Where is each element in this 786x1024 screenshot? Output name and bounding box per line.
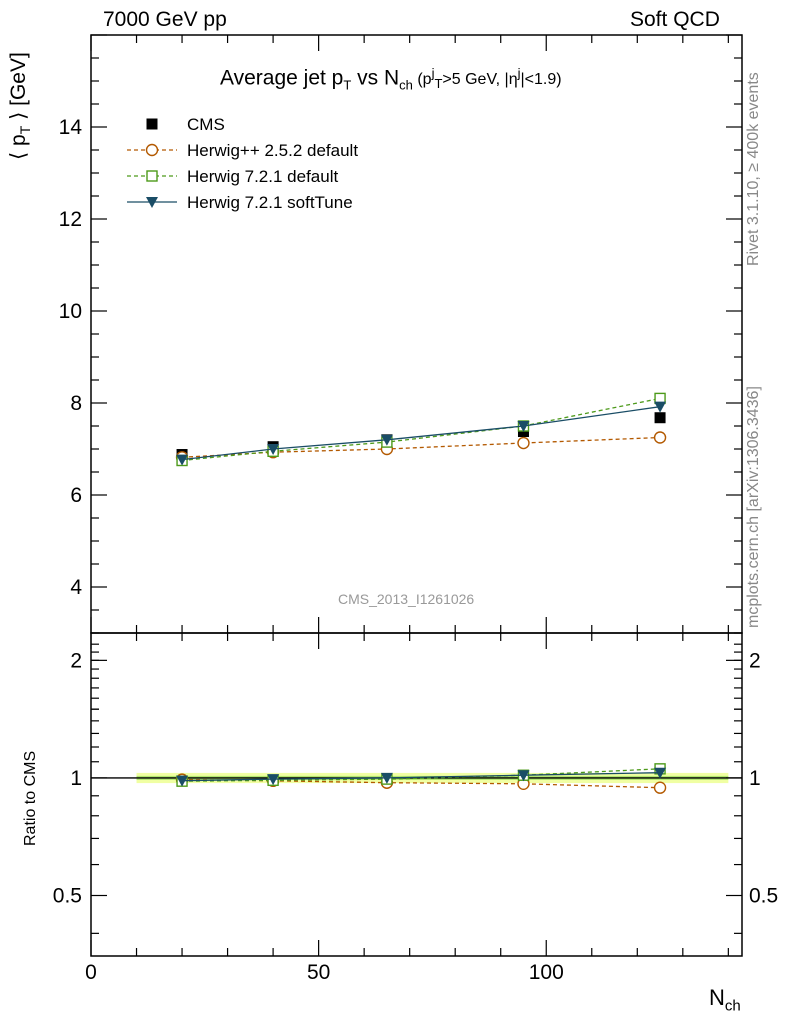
main-series-3-point-2: [380, 434, 393, 446]
x-tick-label: 50: [307, 961, 330, 984]
ratio-series-2-point-2: [380, 772, 393, 784]
ratio-series-2-point-1: [267, 774, 280, 786]
x-tick-label: 100: [529, 961, 564, 984]
legend-marker-3: [146, 197, 158, 208]
ratio-y-tick-label: 2: [70, 649, 82, 672]
main-y-tick-label: 12: [59, 208, 82, 231]
main-series-line-1: [181, 436, 661, 458]
ratio-y-tick-label-right: 1: [749, 767, 761, 790]
main-series-0-point-4: [654, 412, 666, 424]
main-y-tick-label: 4: [70, 576, 82, 599]
ratio-panel: 0.5 0.5 1 1 2 2 0 50 100: [53, 632, 778, 984]
ratio-y-tick-label-right: 2: [749, 649, 761, 672]
ratio-panel-frame: [90, 632, 743, 957]
main-series-3-point-4: [654, 401, 667, 413]
main-series-line-3: [181, 406, 661, 461]
main-y-tick-label: 14: [59, 116, 83, 139]
ratio-series-2-point-0: [176, 775, 189, 787]
ratio-series-2-point-3: [517, 770, 530, 782]
main-y-tick-label: 8: [70, 392, 82, 415]
legend-entry-label-2: Herwig 7.2.1 default: [187, 167, 338, 186]
main-panel: 4 6 8 10 12 14: [59, 34, 743, 634]
x-tick-label: 0: [85, 961, 97, 984]
legend-entry-label-1: Herwig++ 2.5.2 default: [187, 141, 358, 160]
header-energy-label: 7000 GeV pp: [103, 8, 227, 31]
main-series-3-point-3: [517, 421, 530, 432]
legend-entry-label-3: Herwig 7.2.1 softTune: [187, 193, 353, 212]
plot-title: Average jet pT vs Nch (pjT>5 GeV, |ηj|<1…: [220, 66, 562, 93]
main-series-1-point-4: [653, 431, 667, 444]
legend-marker-0: [146, 118, 158, 130]
legend-entry-label-0: CMS: [187, 115, 225, 134]
x-axis-label: Nch: [709, 985, 741, 1015]
ratio-y-tick-label: 1: [70, 767, 82, 790]
legend-marker-2: [146, 170, 158, 182]
main-series-3-point-0: [176, 454, 189, 466]
analysis-id-label: CMS_2013_I1261026: [338, 591, 475, 607]
legend-marker-1: [145, 143, 159, 157]
main-series-1-point-3: [517, 436, 530, 450]
ratio-y-tick-label: 0.5: [53, 885, 82, 908]
main-series-3-point-1: [267, 444, 280, 455]
ratio-series-2-point-4: [654, 767, 667, 779]
main-y-tick-label: 10: [59, 300, 82, 323]
header-process-label: Soft QCD: [630, 8, 720, 31]
legend: CMS Herwig++ 2.5.2 default Herwig 7.2.1 de…: [127, 115, 358, 212]
ratio-series-0-point-4: [653, 781, 667, 794]
ratio-y-tick-label-right: 0.5: [749, 885, 778, 908]
main-y-tick-label: 6: [70, 484, 82, 507]
